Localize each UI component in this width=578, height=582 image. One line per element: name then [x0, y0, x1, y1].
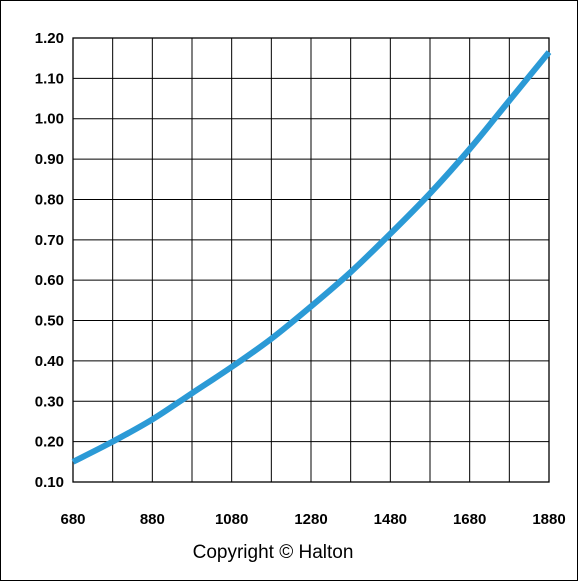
y-tick-label: 0.10: [35, 474, 64, 491]
y-tick-label: 0.30: [35, 393, 64, 410]
y-tick-label: 0.80: [35, 191, 64, 208]
x-tick-label: 1480: [374, 511, 407, 528]
copyright-text: Copyright © Halton: [193, 542, 354, 563]
grid-lines: [72, 37, 550, 483]
y-tick-label: 0.70: [35, 232, 64, 249]
y-tick-label: 0.90: [35, 151, 64, 168]
x-tick-label: 880: [140, 511, 165, 528]
y-tick-label: 0.40: [35, 353, 64, 370]
x-tick-label: 1680: [453, 511, 486, 528]
y-tick-label: 0.20: [35, 434, 64, 451]
x-tick-label: 1280: [294, 511, 327, 528]
y-tick-label: 0.60: [35, 272, 64, 289]
series-layer: [71, 50, 552, 465]
y-tick-label: 1.10: [35, 70, 64, 87]
series-line: [71, 50, 552, 465]
y-tick-label: 0.50: [35, 313, 64, 330]
x-tick-label: 680: [60, 511, 85, 528]
x-tick-label: 1080: [215, 511, 248, 528]
y-tick-label: 1.00: [35, 111, 64, 128]
x-axis-tick-labels: 680 880 1080 1280 1480 1680 1880: [60, 511, 565, 528]
x-tick-label: 1880: [532, 511, 565, 528]
y-axis-tick-labels: 0.10 0.20 0.30 0.40 0.50 0.60 0.70 0.80 0.90 1.00…: [35, 30, 64, 491]
plot-area-border: [72, 37, 550, 483]
y-tick-label: 1.20: [35, 30, 64, 47]
